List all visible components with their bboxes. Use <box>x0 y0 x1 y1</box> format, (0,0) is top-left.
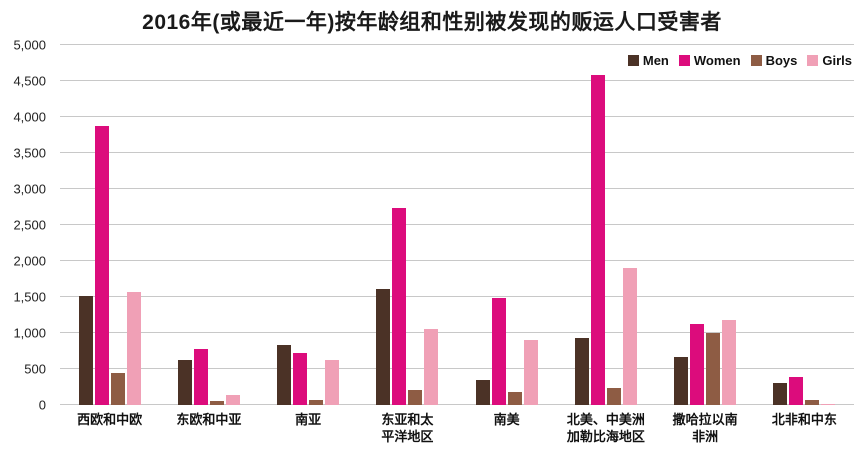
gridline <box>60 152 854 153</box>
bar-group <box>259 45 358 405</box>
x-axis: 西欧和中欧 东欧和中亚 南亚 东亚和太 平洋地区 南美 北美、中美洲 加勒比海地区 撒哈拉以… <box>60 412 854 446</box>
bar-women <box>392 208 407 405</box>
y-axis-tick-label: 3,500 <box>13 145 46 161</box>
bar-girls <box>126 291 141 405</box>
gridline <box>60 368 854 369</box>
bar-boys <box>110 373 125 405</box>
gridline <box>60 80 854 81</box>
bar-men <box>773 382 788 405</box>
legend: Men Women Boys Girls <box>627 53 852 68</box>
bar-boys <box>805 400 820 405</box>
bar-men <box>277 345 292 405</box>
legend-item-women: Women <box>678 53 741 68</box>
y-axis-tick-label: 4,000 <box>13 109 46 125</box>
x-axis-label: 东亚和太 平洋地区 <box>381 412 434 444</box>
bar-girls <box>622 268 637 405</box>
legend-item-boys: Boys <box>750 53 798 68</box>
y-axis-tick-label: 2,500 <box>13 217 46 233</box>
bar-group <box>656 45 755 405</box>
gridline <box>60 224 854 225</box>
legend-item-men: Men <box>627 53 669 68</box>
bar-girls <box>722 320 737 405</box>
x-axis-label: 南亚 <box>295 412 322 427</box>
bar-men <box>574 338 589 405</box>
bar-group <box>159 45 258 405</box>
bar-boys <box>507 392 522 405</box>
x-axis-label: 撒哈拉以南 非洲 <box>672 412 738 444</box>
bar-girls <box>523 340 538 405</box>
chart-title: 2016年(或最近一年)按年龄组和性别被发现的贩运人口受害者 <box>142 11 722 34</box>
plot-area: Men Women Boys Girls <box>60 44 854 405</box>
bar-women <box>491 297 506 405</box>
bar-girls <box>225 394 240 405</box>
y-axis-tick-label: 3,000 <box>13 181 46 197</box>
bar-men <box>475 379 490 405</box>
bar-group <box>556 45 655 405</box>
bar-group <box>457 45 556 405</box>
y-axis: 0 500 1,000 1,500 2,000 2,500 3,000 3,500 4,000 4… <box>0 38 52 413</box>
y-axis-tick-label: 1,000 <box>13 325 46 341</box>
legend-swatch-boys <box>750 55 762 66</box>
y-axis-tick-label: 2,000 <box>13 253 46 269</box>
legend-swatch-men <box>627 55 639 66</box>
bar-women <box>193 349 208 405</box>
bar-girls <box>325 359 340 405</box>
bar-boys <box>408 389 423 405</box>
bar-men <box>376 289 391 405</box>
bar-men <box>177 360 192 405</box>
gridline <box>60 404 854 405</box>
y-axis-tick-label: 1,500 <box>13 289 46 305</box>
bar-girls <box>424 329 439 405</box>
legend-item-girls: Girls <box>807 53 852 68</box>
bar-boys <box>706 333 721 405</box>
gridline <box>60 188 854 189</box>
bar-men <box>78 295 93 405</box>
legend-swatch-girls <box>807 55 819 66</box>
bar-women <box>293 353 308 405</box>
bar-groups <box>60 45 854 405</box>
y-axis-tick-label: 5,000 <box>13 37 46 53</box>
bar-women <box>94 125 109 405</box>
bar-men <box>674 357 689 405</box>
x-axis-label: 南美 <box>493 412 520 427</box>
legend-swatch-women <box>678 55 690 66</box>
y-axis-tick-label: 500 <box>24 361 46 377</box>
x-axis-label: 北非和中东 <box>771 412 837 427</box>
legend-label-boys: Boys <box>765 53 798 68</box>
bar-group <box>60 45 159 405</box>
gridline <box>60 44 854 45</box>
gridline <box>60 296 854 297</box>
bar-boys <box>209 401 224 405</box>
bar-women <box>590 74 605 405</box>
bar-girls <box>821 403 836 405</box>
x-axis-label: 西欧和中欧 <box>77 412 143 427</box>
legend-label-girls: Girls <box>822 53 852 68</box>
y-axis-tick-label: 4,500 <box>13 73 46 89</box>
gridline <box>60 332 854 333</box>
y-axis-tick-label: 0 <box>38 397 46 413</box>
bar-group <box>755 45 854 405</box>
legend-label-men: Men <box>642 53 669 68</box>
bar-boys <box>309 399 324 405</box>
legend-label-women: Women <box>693 53 741 68</box>
bar-boys <box>606 388 621 405</box>
gridline <box>60 260 854 261</box>
x-axis-label: 北美、中美洲 加勒比海地区 <box>566 412 645 444</box>
x-axis-label: 东欧和中亚 <box>176 412 242 427</box>
bar-group <box>358 45 457 405</box>
bar-women <box>789 376 804 405</box>
gridline <box>60 116 854 117</box>
bar-women <box>690 323 705 405</box>
